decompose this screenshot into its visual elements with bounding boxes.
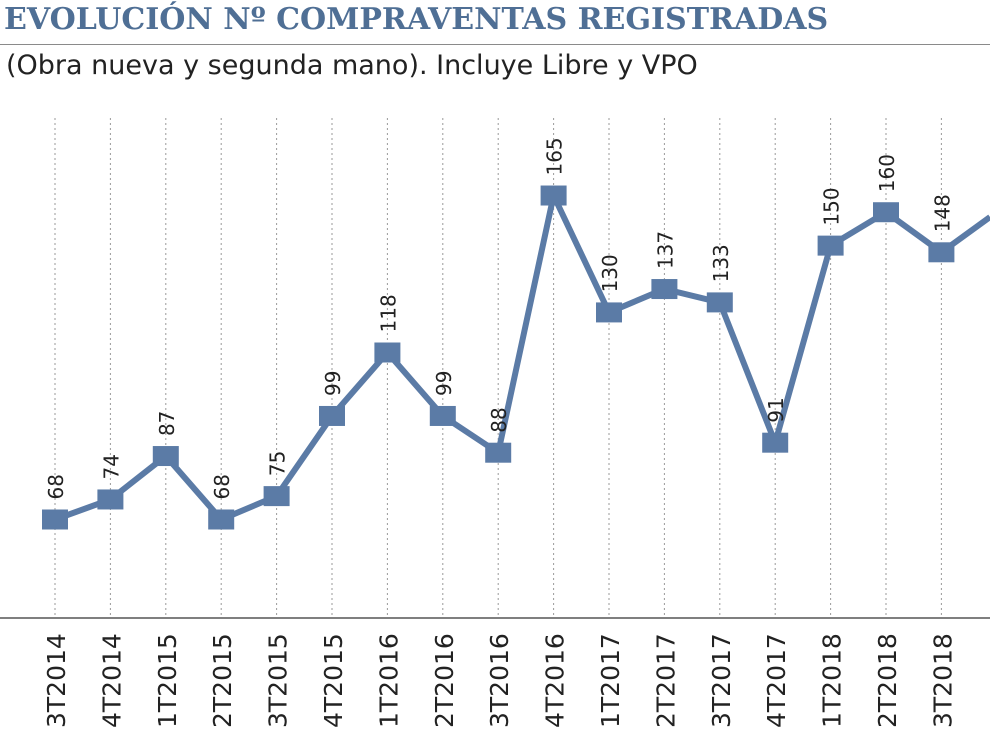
tick-label-1T2016: 1T2016 bbox=[374, 633, 403, 728]
point-2T2016 bbox=[429, 405, 456, 426]
chart-title: EVOLUCIÓN Nº COMPRAVENTAS REGISTRADAS bbox=[4, 2, 829, 37]
tick-label-2T2016: 2T2016 bbox=[430, 633, 459, 728]
data-label-3T2016: 88 bbox=[487, 407, 511, 432]
point-3T2014 bbox=[42, 509, 68, 530]
gridlines bbox=[54, 118, 942, 618]
data-label-1T2018: 150 bbox=[820, 187, 844, 225]
point-3T2015 bbox=[263, 486, 290, 507]
point-2T2018 bbox=[873, 202, 899, 223]
point-4T2017 bbox=[762, 432, 789, 453]
point-4T2016 bbox=[540, 185, 567, 206]
tick-label-1T2018: 1T2018 bbox=[818, 633, 847, 728]
data-label-3T2014: 68 bbox=[44, 474, 68, 499]
point-1T2016 bbox=[374, 342, 401, 363]
data-label-1T2016: 118 bbox=[376, 294, 400, 332]
data-label-2T2017: 137 bbox=[653, 231, 677, 269]
point-4T2014 bbox=[97, 489, 124, 510]
tick-label-4T2016: 4T2016 bbox=[541, 633, 570, 728]
tick-label-3T2014: 3T2014 bbox=[42, 633, 71, 728]
point-4T2015 bbox=[319, 405, 345, 426]
data-label-2T2018: 160 bbox=[875, 154, 899, 192]
data-labels: 68 74 87 68 75 99 118 99 88 165 130 137 133 91 150 160 1… bbox=[44, 137, 954, 499]
point-1T2017 bbox=[596, 302, 622, 323]
data-label-2T2015: 68 bbox=[210, 474, 234, 499]
tick-label-3T2018: 3T2018 bbox=[928, 633, 957, 728]
point-3T2016 bbox=[485, 442, 512, 463]
series-line bbox=[53, 186, 990, 524]
point-3T2017 bbox=[706, 292, 733, 313]
tick-label-4T2014: 4T2014 bbox=[97, 633, 126, 728]
data-label-3T2018: 148 bbox=[930, 194, 954, 232]
data-label-2T2016: 99 bbox=[432, 371, 456, 396]
tick-label-3T2016: 3T2016 bbox=[485, 633, 514, 728]
point-2T2017 bbox=[651, 279, 678, 300]
data-label-1T2017: 130 bbox=[598, 254, 622, 292]
point-2T2015 bbox=[208, 509, 235, 530]
point-1T2018 bbox=[817, 235, 844, 256]
data-label-3T2015: 75 bbox=[266, 451, 290, 476]
data-label-1T2015: 87 bbox=[155, 411, 179, 436]
tick-label-3T2015: 3T2015 bbox=[264, 633, 293, 728]
data-label-4T2015: 99 bbox=[321, 371, 345, 396]
data-label-4T2017: 91 bbox=[764, 397, 788, 422]
series-line-group bbox=[53, 186, 990, 524]
chart-subtitle: (Obra nueva y segunda mano). Incluye Lib… bbox=[6, 50, 698, 81]
tick-label-4T2017: 4T2017 bbox=[762, 633, 791, 728]
data-label-4T2014: 74 bbox=[99, 454, 123, 479]
tick-label-2T2018: 2T2018 bbox=[873, 633, 902, 728]
title-divider bbox=[0, 44, 990, 45]
data-points bbox=[42, 185, 955, 530]
point-3T2018 bbox=[928, 242, 955, 263]
tick-label-4T2015: 4T2015 bbox=[319, 633, 348, 728]
tick-label-1T2017: 1T2017 bbox=[596, 633, 625, 728]
tick-label-3T2017: 3T2017 bbox=[707, 633, 736, 728]
data-label-4T2016: 165 bbox=[543, 137, 567, 175]
tick-label-2T2015: 2T2015 bbox=[208, 633, 237, 728]
x-tick-labels: 3T2014 4T2014 1T2015 2T2015 3T2015 4T2015 1T20… bbox=[42, 633, 957, 728]
tick-label-1T2015: 1T2015 bbox=[153, 633, 182, 728]
tick-label-2T2017: 2T2017 bbox=[651, 633, 680, 728]
point-1T2015 bbox=[152, 446, 179, 467]
data-label-3T2017: 133 bbox=[709, 244, 733, 282]
